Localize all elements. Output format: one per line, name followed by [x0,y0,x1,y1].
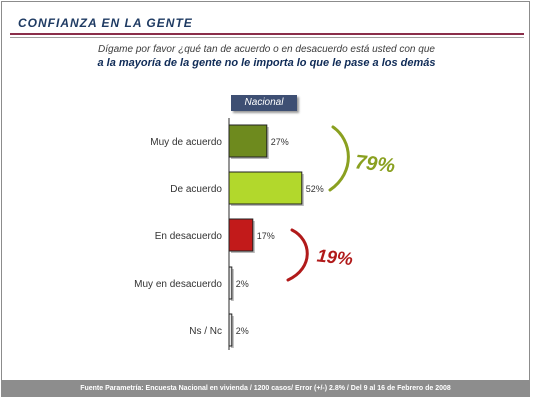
title-rule [10,33,524,35]
bar-shadow [231,316,234,348]
value-label-5: 2% [236,326,249,336]
category-label-4: Muy en desacuerdo [134,279,222,290]
category-label-2: De acuerdo [170,184,222,195]
value-label-4: 2% [236,279,249,289]
bar-1 [228,124,268,158]
title-rule-thin [10,37,524,38]
bar-4 [228,266,233,300]
bar-2 [228,171,303,205]
page-title: CONFIANZA EN LA GENTE [18,16,193,30]
legend-nacional: Nacional [231,95,297,111]
group-total-desacuerdo: 19% [316,245,354,269]
source-footer: Fuente Parametría: Encuesta Nacional en … [1,380,530,397]
question-text: Dígame por favor ¿qué tan de acuerdo o e… [98,44,435,55]
value-label-1: 27% [271,137,289,147]
value-label-2: 52% [306,184,324,194]
value-label-3: 17% [257,231,275,241]
category-label-5: Ns / Nc [189,326,222,337]
bar-5 [228,313,233,347]
group-total-acuerdo: 79% [354,151,396,177]
question-statement: a la mayoría de la gente no le importa l… [97,57,436,69]
category-label-3: En desacuerdo [155,231,223,242]
group-bracket-desacuerdo [286,228,309,282]
category-label-1: Muy de acuerdo [150,137,222,148]
bar-3 [228,218,254,252]
group-bracket-acuerdo [328,125,350,192]
bar-shadow [231,269,234,301]
